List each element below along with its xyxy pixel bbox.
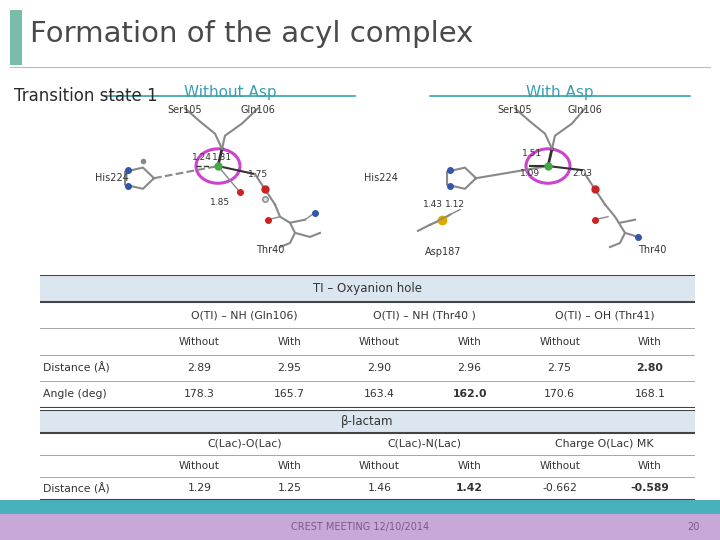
Text: With: With: [277, 461, 301, 471]
Text: With: With: [458, 461, 482, 471]
Text: Thr40: Thr40: [638, 245, 666, 255]
Text: 20: 20: [688, 522, 700, 532]
Text: Angle (deg): Angle (deg): [43, 389, 107, 400]
Text: With: With: [277, 336, 301, 347]
Text: 1.42: 1.42: [456, 483, 483, 494]
Text: Without Asp: Without Asp: [184, 85, 276, 100]
Text: 170.6: 170.6: [544, 389, 575, 400]
Text: Without: Without: [179, 336, 220, 347]
Text: 1.25: 1.25: [277, 483, 302, 494]
Text: 1.51: 1.51: [522, 149, 542, 158]
Text: 1.31: 1.31: [212, 153, 232, 162]
Text: 163.4: 163.4: [364, 389, 395, 400]
Text: Gln106: Gln106: [567, 105, 603, 116]
Text: Ser105: Ser105: [498, 105, 532, 116]
Text: 168.1: 168.1: [634, 389, 665, 400]
Text: β-lactam: β-lactam: [341, 415, 393, 428]
Text: Without: Without: [359, 461, 400, 471]
Text: 1.29: 1.29: [187, 483, 211, 494]
Text: TI – Oxyanion hole: TI – Oxyanion hole: [312, 282, 422, 295]
Text: Without: Without: [179, 461, 220, 471]
Bar: [40, 410, 695, 433]
Text: 1.75: 1.75: [248, 170, 268, 179]
Text: 2.95: 2.95: [277, 363, 302, 373]
Text: With: With: [458, 336, 482, 347]
Bar: [10, 10, 22, 65]
Text: -0.662: -0.662: [542, 483, 577, 494]
Text: Distance (Å): Distance (Å): [43, 362, 109, 374]
Text: Thr40: Thr40: [256, 245, 284, 255]
Text: With Asp: With Asp: [526, 85, 594, 100]
Text: Charge O(Lac) MK: Charge O(Lac) MK: [555, 439, 654, 449]
Text: O(TI) – NH (Thr40 ): O(TI) – NH (Thr40 ): [373, 310, 476, 320]
Text: 2.80: 2.80: [636, 363, 663, 373]
Text: 2.03: 2.03: [572, 169, 592, 178]
Text: 1.46: 1.46: [367, 483, 392, 494]
Text: Distance (Å): Distance (Å): [43, 483, 109, 494]
Text: Transition state 1: Transition state 1: [14, 87, 158, 105]
Text: His224: His224: [95, 173, 129, 183]
Text: Without: Without: [359, 336, 400, 347]
Text: Without: Without: [539, 461, 580, 471]
Text: Formation of the acyl complex: Formation of the acyl complex: [30, 21, 473, 49]
Text: 2.75: 2.75: [548, 363, 572, 373]
Text: 165.7: 165.7: [274, 389, 305, 400]
Text: 1.43: 1.43: [423, 200, 443, 208]
Text: With: With: [638, 336, 662, 347]
Text: O(TI) – OH (Thr41): O(TI) – OH (Thr41): [555, 310, 654, 320]
Text: C(Lac)-N(Lac): C(Lac)-N(Lac): [387, 439, 462, 449]
Text: 1.24: 1.24: [192, 153, 212, 162]
Text: 162.0: 162.0: [452, 389, 487, 400]
Text: 2.96: 2.96: [458, 363, 482, 373]
Text: Ser105: Ser105: [168, 105, 202, 116]
Text: 2.90: 2.90: [367, 363, 392, 373]
Bar: [0, 500, 720, 514]
Text: Asp187: Asp187: [425, 247, 462, 257]
Text: 1.09: 1.09: [520, 169, 540, 178]
Text: O(TI) – NH (Gln106): O(TI) – NH (Gln106): [191, 310, 297, 320]
Text: Without: Without: [539, 336, 580, 347]
Bar: [0, 514, 720, 540]
Text: Gln106: Gln106: [240, 105, 276, 116]
Text: -0.589: -0.589: [630, 483, 669, 494]
Text: 1.12: 1.12: [445, 200, 465, 208]
Text: 178.3: 178.3: [184, 389, 215, 400]
Text: His224: His224: [364, 173, 398, 183]
Text: With: With: [638, 461, 662, 471]
Text: 1.85: 1.85: [210, 198, 230, 207]
Text: C(Lac)-O(Lac): C(Lac)-O(Lac): [207, 439, 282, 449]
Text: 2.89: 2.89: [187, 363, 211, 373]
Bar: [40, 275, 695, 302]
Text: CREST MEETING 12/10/2014: CREST MEETING 12/10/2014: [291, 522, 429, 532]
